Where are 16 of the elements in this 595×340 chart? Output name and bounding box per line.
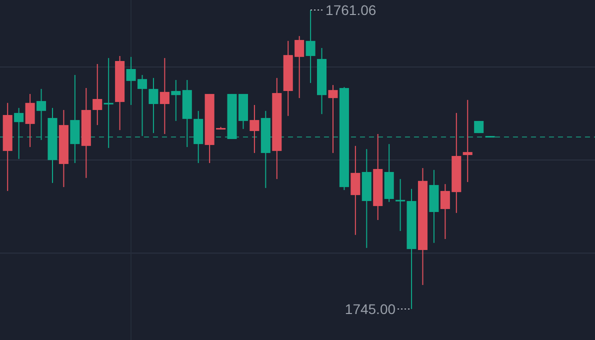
annotation: 1761.06 [326,2,376,18]
candlestick [171,80,181,122]
candlestick [36,88,46,140]
candlestick [25,93,35,148]
candlestick [306,10,316,84]
candlestick [104,58,114,148]
candlestick [250,104,260,154]
candlestick [350,145,360,236]
candlestick [148,77,158,134]
annotation: 1745.00 [344,301,396,317]
candlestick [160,58,170,134]
candlestick [92,63,102,126]
candlestick [462,99,472,183]
candlestick [396,178,406,232]
candlestick [14,107,24,160]
candlestick [328,84,338,154]
